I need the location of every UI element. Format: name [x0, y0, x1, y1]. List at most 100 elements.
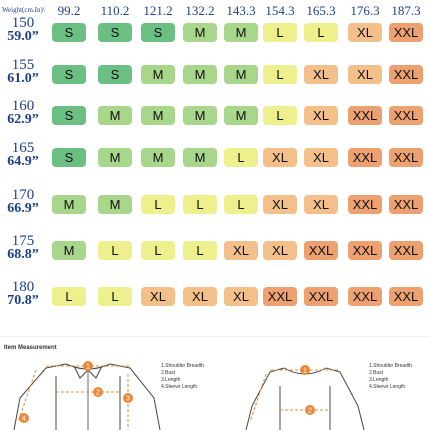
- weight-header: 143.3: [226, 3, 256, 18]
- marker-label: 2: [96, 390, 100, 397]
- size-cell: XL: [141, 286, 175, 306]
- size-cell: L: [98, 286, 132, 306]
- size-cell: L: [263, 22, 297, 42]
- shirt-diagram: 1 2 3 4: [13, 361, 161, 430]
- size-cell: XL: [224, 286, 258, 306]
- size-cell: XXL: [389, 147, 423, 167]
- size-cell: XL: [263, 240, 297, 260]
- weight-header: 176.3: [350, 3, 380, 18]
- height-cm: 175: [11, 233, 35, 249]
- size-cell: S: [141, 22, 175, 42]
- weight-header: 121.2: [143, 3, 173, 18]
- height-cm: 170: [11, 187, 35, 203]
- marker-length: [123, 393, 133, 403]
- size-cell: M: [183, 22, 217, 42]
- height-inches: 61.0”: [7, 71, 39, 86]
- size-cell: XXL: [348, 286, 382, 306]
- marker-label: 1: [86, 364, 90, 371]
- size-cell: L: [98, 240, 132, 260]
- height-label: 155 61.0”: [0, 58, 46, 86]
- weight-axis-label: Weight(cm.In)\: [2, 6, 45, 14]
- sweater-diagram: 1 2: [245, 365, 365, 430]
- size-cell: M: [52, 194, 86, 214]
- size-cell: L: [263, 105, 297, 125]
- legend-left: 1.Shoulder Breadth 2.Bust 3.Length 4.Sle…: [161, 363, 205, 390]
- height-inches: 59.0”: [7, 29, 39, 44]
- height-label: 180 70.8”: [0, 280, 46, 308]
- size-cell: L: [224, 147, 258, 167]
- marker-bust: [93, 387, 103, 397]
- size-cell: L: [224, 194, 258, 214]
- height-label: 160 62.9”: [0, 99, 46, 127]
- size-cell: M: [98, 105, 132, 125]
- size-cell: L: [304, 22, 338, 42]
- size-cell: M: [183, 105, 217, 125]
- height-inches: 62.9”: [7, 112, 39, 127]
- height-cm: 150: [11, 15, 35, 31]
- size-cell: S: [52, 64, 86, 84]
- weight-header: 154.3: [265, 3, 295, 18]
- height-inches: 68.8”: [7, 247, 39, 262]
- size-cell: L: [183, 194, 217, 214]
- size-cell: XL: [224, 240, 258, 260]
- height-label: 165 64.9”: [0, 141, 46, 169]
- size-cell: S: [52, 22, 86, 42]
- marker-bust: [305, 405, 315, 415]
- marker-shoulder: [300, 365, 310, 375]
- size-cell: XXL: [304, 286, 338, 306]
- size-cell: XL: [304, 64, 338, 84]
- size-cell: XXL: [304, 240, 338, 260]
- marker-label: 3: [126, 396, 130, 403]
- height-cm: 180: [11, 279, 35, 295]
- size-cell: XXL: [348, 147, 382, 167]
- size-cell: M: [52, 240, 86, 260]
- height-inches: 70.8”: [7, 293, 39, 308]
- size-cell: XXL: [348, 240, 382, 260]
- size-cell: XXL: [348, 194, 382, 214]
- height-cm: 155: [11, 57, 35, 73]
- size-cell: M: [141, 147, 175, 167]
- size-cell: M: [183, 64, 217, 84]
- marker-sleeve: [19, 413, 29, 423]
- size-cell: XXL: [263, 286, 297, 306]
- height-label: 150 59.0”: [0, 16, 46, 44]
- size-cell: XL: [304, 105, 338, 125]
- size-cell: XXL: [389, 105, 423, 125]
- height-inches: 66.9”: [7, 201, 39, 216]
- size-cell: XL: [348, 64, 382, 84]
- weight-header: 187.3: [391, 3, 421, 18]
- size-cell: XL: [263, 147, 297, 167]
- size-cell: XL: [183, 286, 217, 306]
- size-cell: XL: [304, 194, 338, 214]
- size-cell: XXL: [389, 64, 423, 84]
- height-label: 175 68.8”: [0, 234, 46, 262]
- size-cell: M: [98, 194, 132, 214]
- size-cell: XXL: [389, 286, 423, 306]
- size-cell: S: [98, 64, 132, 84]
- size-cell: M: [141, 105, 175, 125]
- weight-header: 110.2: [100, 3, 130, 18]
- size-cell: M: [224, 105, 258, 125]
- size-cell: M: [183, 147, 217, 167]
- height-cm: 165: [11, 140, 35, 156]
- marker-shoulder: [83, 361, 93, 371]
- size-cell: L: [141, 240, 175, 260]
- size-cell: M: [224, 22, 258, 42]
- size-cell: M: [98, 147, 132, 167]
- height-inches: 64.9”: [7, 154, 39, 169]
- size-cell: M: [224, 64, 258, 84]
- size-cell: L: [263, 64, 297, 84]
- height-label: 170 66.9”: [0, 188, 46, 216]
- size-cell: XL: [348, 22, 382, 42]
- weight-header: 132.2: [185, 3, 215, 18]
- size-cell: S: [52, 105, 86, 125]
- section-title: Item Measurement: [4, 345, 57, 351]
- size-cell: XXL: [389, 22, 423, 42]
- legend-right: 1.Shoulder Breadth 2.Bust 3.Length 4.Sle…: [369, 363, 413, 390]
- height-cm: 160: [11, 98, 35, 114]
- size-cell: XXL: [348, 105, 382, 125]
- size-cell: M: [141, 64, 175, 84]
- divider: [0, 336, 430, 337]
- size-cell: XL: [263, 194, 297, 214]
- weight-header: 165.3: [306, 3, 336, 18]
